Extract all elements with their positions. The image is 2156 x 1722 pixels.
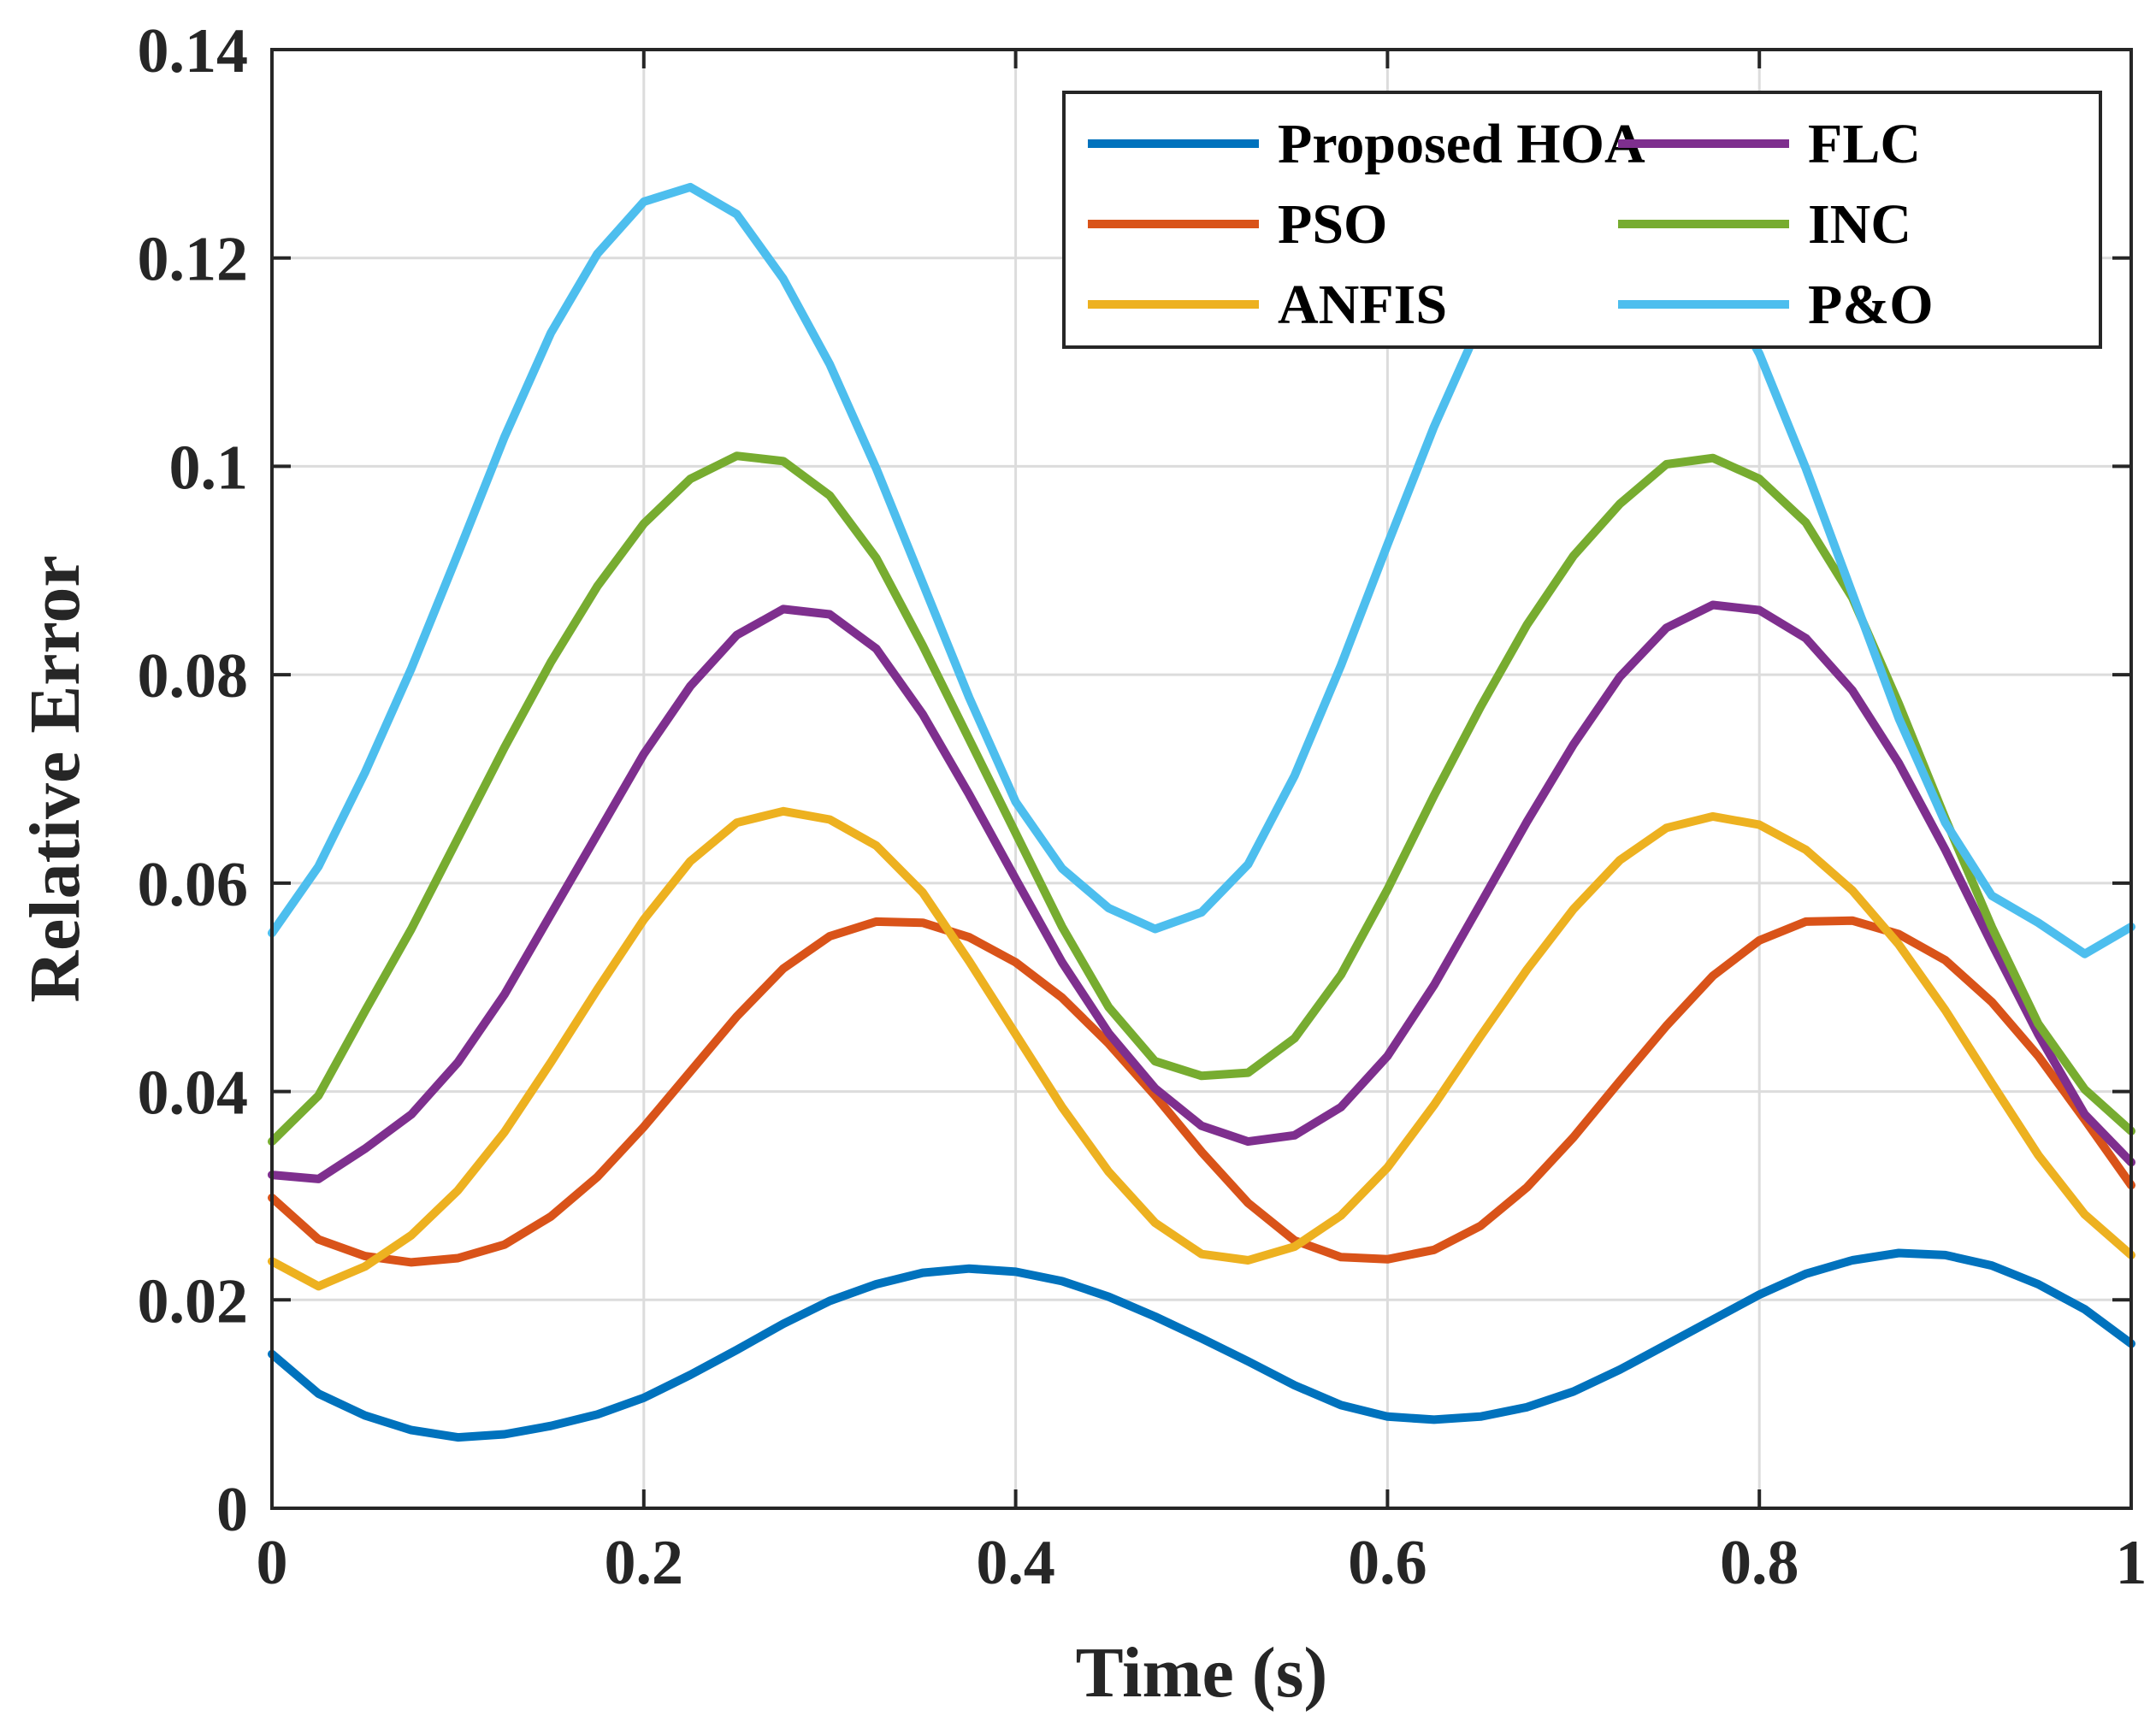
series-line-pso bbox=[268, 916, 2135, 1267]
series-line-inc bbox=[268, 451, 2135, 1147]
x-tick-label: 1 bbox=[2116, 1528, 2147, 1598]
y-tick-label: 0 bbox=[216, 1475, 248, 1545]
x-tick-label: 0.8 bbox=[1720, 1528, 1799, 1598]
legend-label: Proposed HOA bbox=[1278, 113, 1645, 175]
x-tick-label: 0.4 bbox=[976, 1528, 1055, 1598]
axis-ticks: 0 0.2 0.4 0.6 0.8 1 0 0.02 0.04 0.06 0.08 0.1 0.12 0.… bbox=[138, 16, 2147, 1598]
x-tick-label: 0 bbox=[257, 1528, 288, 1598]
y-tick-label: 0.06 bbox=[138, 850, 249, 920]
series-line-p-o bbox=[268, 179, 2135, 958]
x-tick-label: 0.6 bbox=[1348, 1528, 1427, 1598]
legend-label: FLC bbox=[1808, 113, 1921, 175]
x-axis-label: Time (s) bbox=[1076, 1633, 1328, 1713]
legend-label: PSO bbox=[1278, 193, 1387, 256]
series-lines bbox=[268, 179, 2135, 1442]
y-tick-label: 0.08 bbox=[138, 641, 249, 711]
series-line-flc bbox=[268, 600, 2135, 1183]
series-line-proposed-hoa bbox=[268, 1248, 2135, 1442]
series-line-anfis bbox=[268, 806, 2135, 1291]
x-tick-label: 0.2 bbox=[605, 1528, 684, 1598]
y-tick-label: 0.02 bbox=[138, 1266, 249, 1336]
y-tick-label: 0.04 bbox=[138, 1059, 249, 1129]
legend-label: ANFIS bbox=[1278, 274, 1447, 336]
y-tick-label: 0.14 bbox=[138, 16, 249, 86]
y-tick-label: 0.12 bbox=[138, 225, 249, 295]
legend-label: INC bbox=[1808, 193, 1911, 256]
plot-area-border bbox=[270, 48, 2133, 1510]
y-axis-label: Relative Error bbox=[15, 555, 95, 1002]
legend: Proposed HOA PSO ANFIS FLC INC P&O bbox=[1062, 91, 2102, 349]
y-tick-label: 0.1 bbox=[169, 433, 249, 503]
legend-label: P&O bbox=[1808, 274, 1934, 336]
